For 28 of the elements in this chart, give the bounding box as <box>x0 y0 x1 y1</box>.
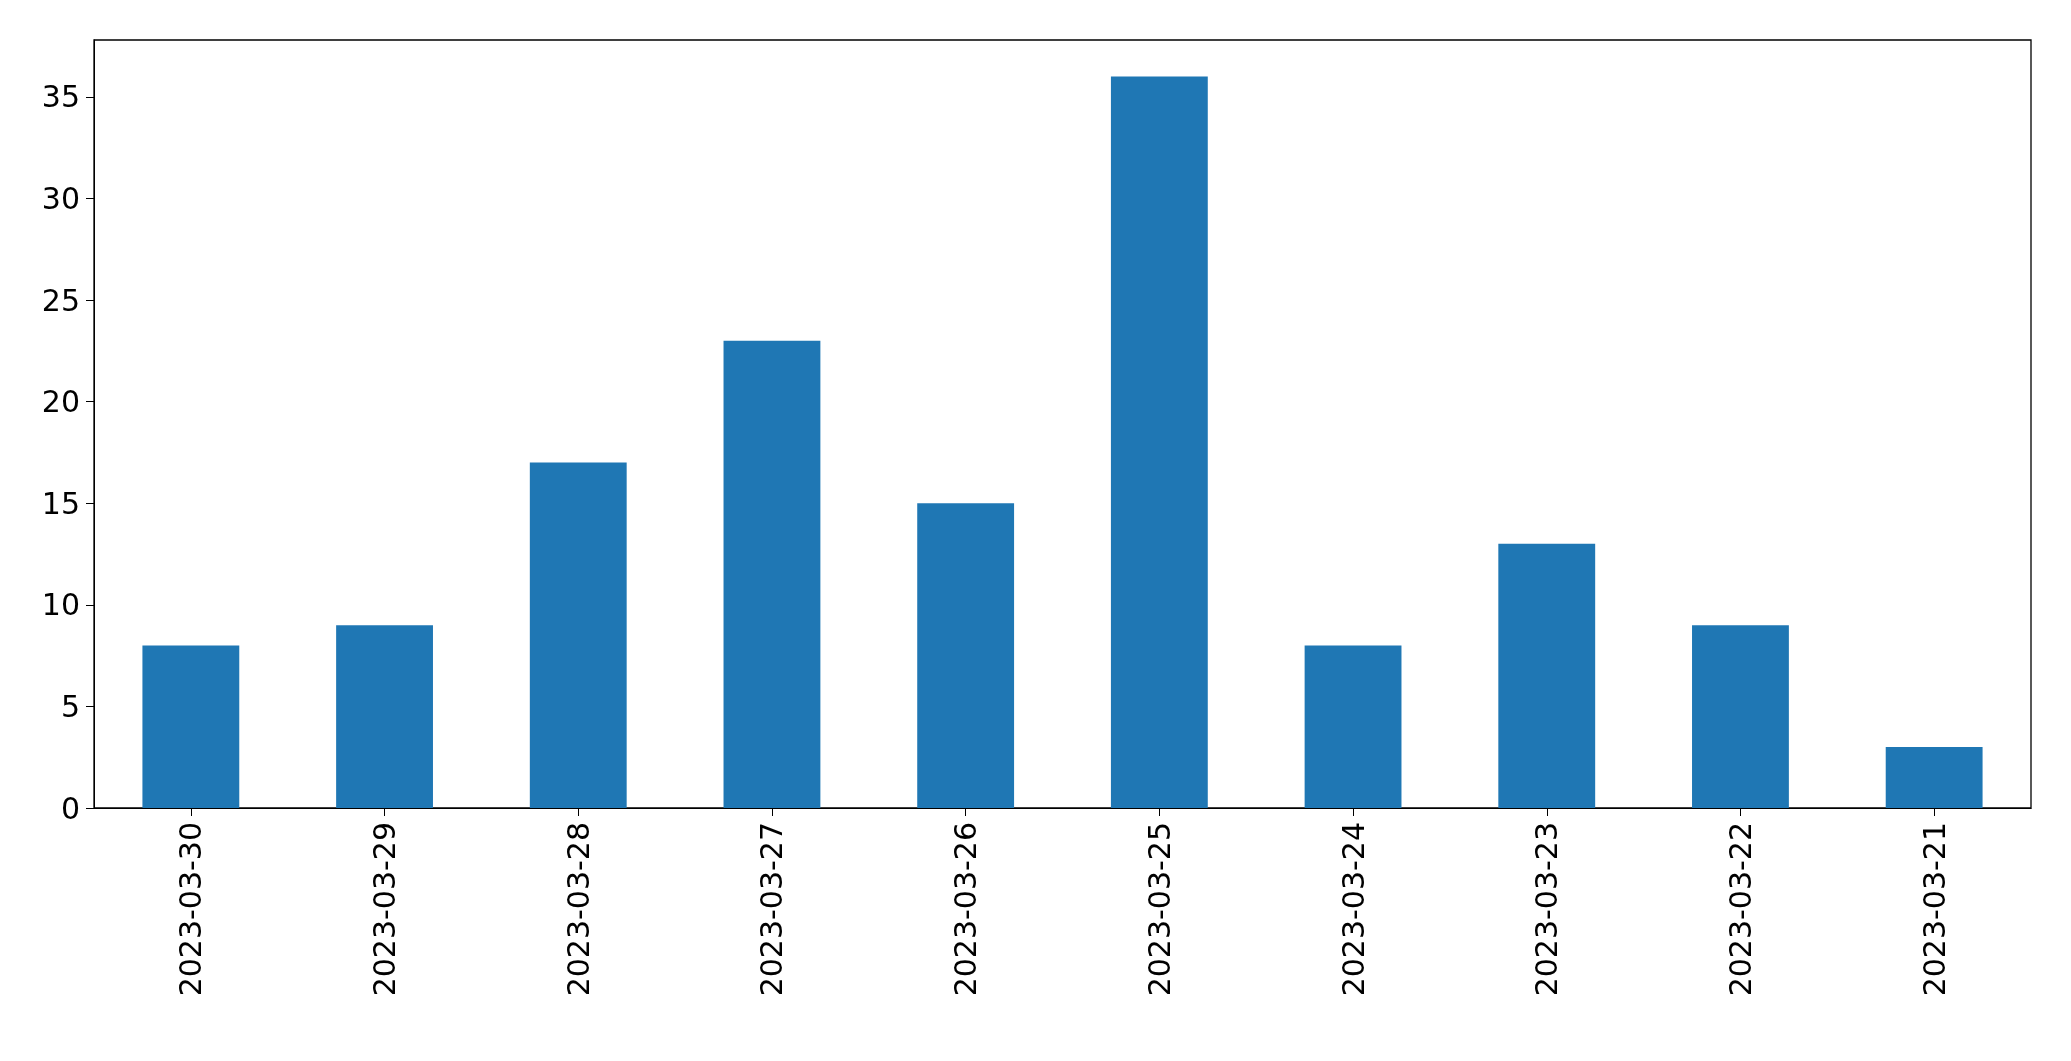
bar <box>1304 645 1402 808</box>
y-tick-label: 0 <box>60 790 80 826</box>
bar <box>529 462 627 808</box>
y-tick-label: 30 <box>41 180 80 216</box>
x-tick-label: 2023-03-29 <box>367 822 403 997</box>
y-tick-label: 10 <box>41 587 80 623</box>
y-tick-label: 15 <box>41 485 80 521</box>
bar <box>917 503 1015 808</box>
y-tick-label: 25 <box>41 282 80 318</box>
x-tick-label: 2023-03-30 <box>173 822 209 997</box>
y-tick-label: 35 <box>41 79 80 115</box>
bar <box>1498 543 1596 808</box>
x-tick-label: 2023-03-25 <box>1141 822 1177 997</box>
x-tick-label: 2023-03-26 <box>948 822 984 997</box>
bar <box>1692 625 1789 808</box>
bar <box>142 645 240 808</box>
x-tick-label: 2023-03-22 <box>1722 822 1758 997</box>
y-tick-label: 20 <box>41 384 80 420</box>
x-tick-label: 2023-03-21 <box>1916 822 1952 997</box>
x-tick-label: 2023-03-23 <box>1529 822 1565 997</box>
y-tick-label: 5 <box>60 688 80 724</box>
x-tick-label: 2023-03-28 <box>560 822 596 997</box>
x-tick-label: 2023-03-27 <box>754 822 790 997</box>
x-tick-label: 2023-03-24 <box>1335 822 1371 997</box>
bar <box>336 625 433 808</box>
bar <box>1110 76 1208 808</box>
bar <box>1885 747 1983 808</box>
bar <box>723 340 821 808</box>
